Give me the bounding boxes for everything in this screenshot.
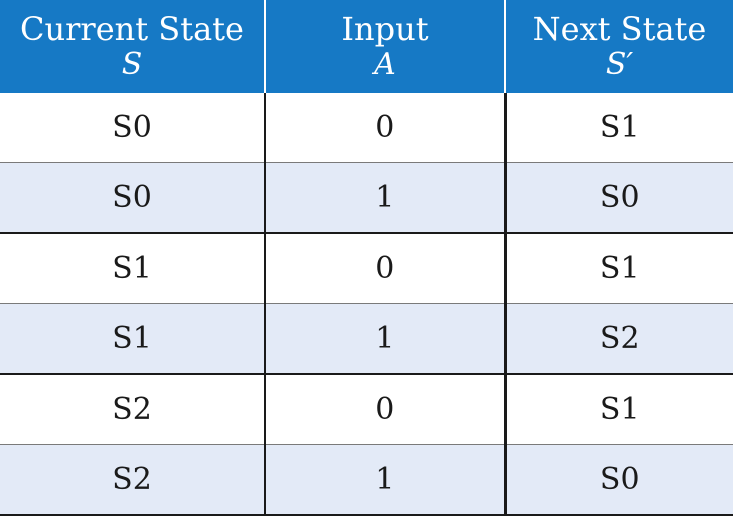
cell-next-state: S2 xyxy=(503,303,733,375)
cell-input: 0 xyxy=(264,374,505,445)
table-row: S0 1 S0 xyxy=(0,162,733,234)
cell-input: 0 xyxy=(264,93,505,163)
cell-current-state: S1 xyxy=(0,303,265,375)
table-row: S1 1 S2 xyxy=(0,303,733,375)
header-next-state: Next State S′ xyxy=(504,0,733,93)
cell-next-state: S1 xyxy=(503,93,733,163)
header-input: Input A xyxy=(264,0,505,93)
table-row: S2 0 S1 xyxy=(0,374,733,445)
cell-input: 1 xyxy=(264,444,505,516)
cell-current-state: S2 xyxy=(0,374,265,445)
cell-next-state: S0 xyxy=(503,162,733,234)
cell-next-state: S0 xyxy=(503,444,733,516)
header-next-state-title: Next State xyxy=(532,9,707,48)
cell-current-state: S0 xyxy=(0,93,265,163)
cell-input: 1 xyxy=(264,303,505,375)
header-next-state-symbol: S′ xyxy=(605,46,634,82)
header-row: Current State S Input A Next State S′ xyxy=(0,0,733,93)
header-input-symbol: A xyxy=(374,46,396,82)
table-row: S0 0 S1 xyxy=(0,93,733,163)
header-current-state-title: Current State xyxy=(20,9,244,48)
cell-input: 1 xyxy=(264,162,505,234)
cell-current-state: S0 xyxy=(0,162,265,234)
table-row: S2 1 S0 xyxy=(0,444,733,516)
cell-next-state: S1 xyxy=(503,233,733,304)
header-current-state: Current State S xyxy=(0,0,265,93)
cell-current-state: S1 xyxy=(0,233,265,304)
cell-next-state: S1 xyxy=(503,374,733,445)
header-current-state-symbol: S xyxy=(121,46,143,82)
table-row: S1 0 S1 xyxy=(0,233,733,304)
table-body: S0 0 S1 S0 1 S0 S1 0 S1 S1 1 S2 S2 0 S1 … xyxy=(0,93,733,516)
cell-current-state: S2 xyxy=(0,444,265,516)
header-input-title: Input xyxy=(341,9,429,48)
cell-input: 0 xyxy=(264,233,505,304)
table-header: Current State S Input A Next State S′ xyxy=(0,0,733,93)
